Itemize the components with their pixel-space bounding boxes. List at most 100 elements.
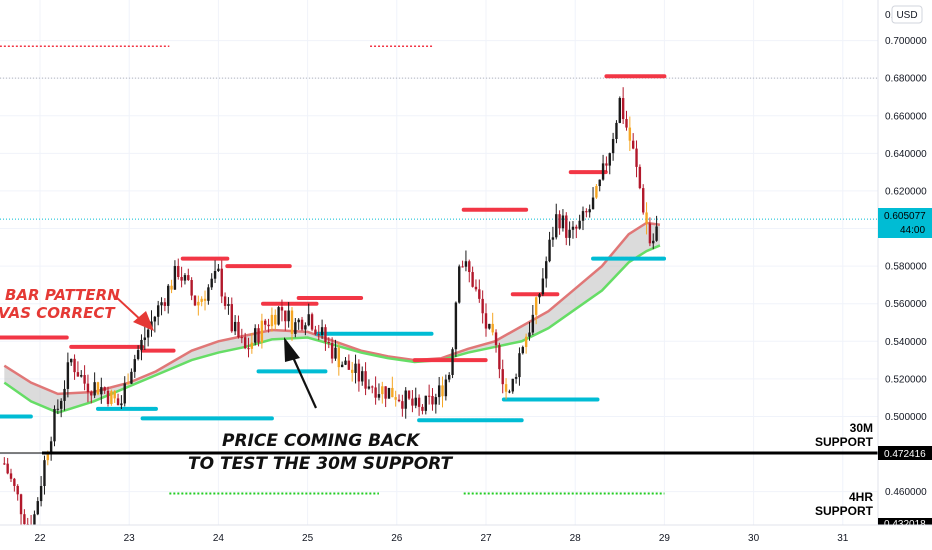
candle-body [310,314,314,330]
annotation-price-coming-back: PRICE COMING BACK TO TEST THE 30M SUPPOR… [188,337,454,474]
candle-body [561,215,565,229]
candle-body [391,387,394,398]
candle-body [210,278,213,288]
candle-body [618,98,621,123]
candle-body [354,363,357,373]
candle-body [595,186,598,198]
candle-body [478,289,481,299]
candle-body [414,397,417,406]
candle-body [588,209,591,213]
candle-body [106,390,110,404]
candle-body [494,332,498,346]
candle-body [642,188,645,213]
candle-body [381,386,384,395]
candle-body [243,337,247,349]
candle-body [387,387,391,399]
candle-body [421,406,424,411]
candle-body [180,276,183,281]
candle-body [531,314,535,333]
candle-body [585,211,588,213]
candle-body [307,314,310,326]
candle-body [401,401,404,409]
candle-body [417,397,421,407]
black-arrow-head [284,337,300,362]
candle-body [183,275,187,281]
candle-body [484,313,488,329]
candle-body [397,399,401,402]
annotation-bar-pattern-line2: VAS CORRECT [0,304,116,322]
candle-body [36,501,39,515]
candle-body [638,166,642,189]
candle-body [6,463,9,474]
candle-body [83,375,86,384]
y-tick-label: 0.700000 [885,36,927,47]
x-tick-label: 29 [659,533,671,544]
candle-body [297,319,300,323]
candle-body [541,278,545,295]
candle-body [264,320,267,325]
candle-body [511,378,514,392]
x-tick-label: 27 [480,533,492,544]
candle-body [260,320,264,343]
candle-body [39,486,43,502]
candle-body [200,298,203,302]
candle-body [611,138,615,154]
candle-body [247,348,250,350]
support-4hr-label-2: SUPPORT [815,504,874,518]
ema-fast-line [3,244,661,415]
candle-body [100,387,103,395]
candle-body [110,391,113,404]
candle-body [227,304,230,306]
support-30m-label-2: SUPPORT [815,435,874,449]
candle-body [136,350,140,360]
y-tick-label: 0.520000 [885,374,927,385]
candle-body [230,304,233,332]
candle-body [143,337,147,340]
currency-badge[interactable]: USD [891,5,923,24]
candle-body [324,327,327,343]
candle-body [287,310,290,322]
candle-body [140,339,143,351]
candle-body [146,329,150,338]
candle-body [344,360,347,365]
current-price-value: 0.605077 [884,211,926,222]
candle-body [23,514,26,525]
candle-body [464,261,468,267]
candle-body [361,371,364,382]
support-30m-price: 0.472416 [884,449,926,460]
candle-body [581,211,585,221]
candle-body [367,386,371,389]
time-axis[interactable]: 22 23 24 25 26 27 28 29 30 31 [0,524,932,550]
x-tick-label: 30 [748,533,760,544]
candle-body [76,372,80,377]
candle-body [621,98,625,120]
annotation-bar-pattern-line1: BAR PATTERN [5,286,120,304]
candle-body [631,140,635,149]
currency-label: USD [896,10,917,21]
candle-body [625,119,628,128]
price-axis[interactable]: 0.700000 0.680000 0.660000 0.640000 0.620000… [877,0,932,550]
candle-body [437,385,441,398]
x-tick-label: 23 [124,533,136,544]
y-tick-label: 0.620000 [885,186,927,197]
y-tick-label: 0.500000 [885,412,927,423]
candle-body [130,371,133,384]
candle-body [156,305,160,317]
candle-body [340,364,344,368]
candle-body [203,298,207,301]
candle-body [163,302,167,306]
candle-body [290,310,294,334]
candle-body [223,296,227,306]
annotation-support-labels: 30M SUPPORT 4HR SUPPORT [815,421,874,518]
candle-body [635,148,638,167]
candle-body [213,271,217,279]
candle-body [441,385,444,397]
candle-body [284,310,287,322]
candle-body [187,275,190,281]
candle-body [250,342,254,349]
candle-body [314,329,317,335]
candle-body [153,316,157,322]
candle-body [427,395,431,397]
candle-body [3,463,6,465]
